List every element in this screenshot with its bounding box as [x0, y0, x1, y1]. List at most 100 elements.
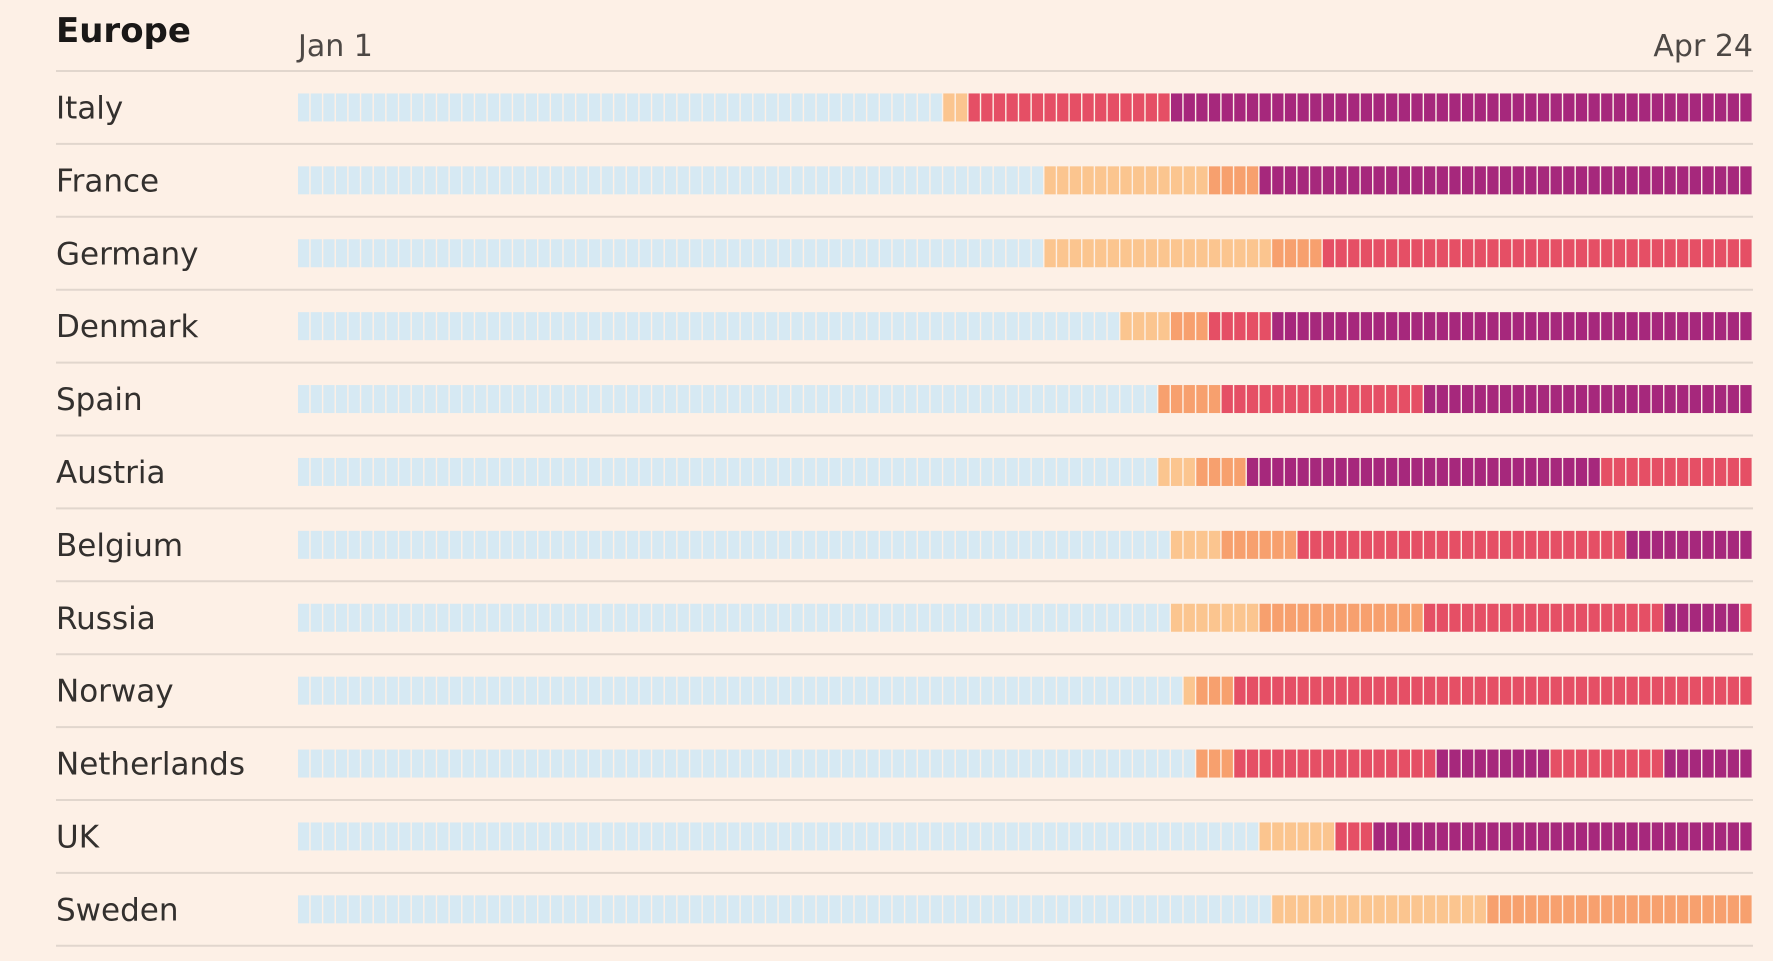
day-cell: [538, 312, 550, 341]
day-cell: [1360, 895, 1373, 924]
day-cell: [778, 603, 791, 632]
day-cell: [576, 603, 588, 632]
day-cell: [1601, 895, 1613, 924]
day-cell: [1031, 93, 1044, 122]
day-cell: [1107, 93, 1119, 122]
day-cell: [1512, 312, 1524, 341]
day-cell: [614, 822, 626, 851]
day-cell: [943, 603, 955, 632]
day-cell: [601, 239, 613, 268]
day-cell: [1373, 312, 1385, 341]
day-cell: [1107, 239, 1119, 268]
day-cell: [1449, 530, 1461, 559]
day-cell: [930, 457, 942, 486]
day-cell: [386, 166, 398, 195]
day-cell: [1335, 822, 1347, 851]
day-cell: [323, 93, 335, 122]
day-cell: [1145, 749, 1157, 778]
day-cell: [1677, 676, 1689, 705]
x-start-label: Jan 1: [296, 29, 373, 64]
day-cell: [500, 603, 512, 632]
day-cell: [1259, 166, 1271, 195]
day-cell: [1626, 676, 1638, 705]
day-cell: [930, 603, 942, 632]
day-cell: [943, 166, 955, 195]
day-cell: [1120, 93, 1132, 122]
day-cell: [1120, 676, 1132, 705]
day-cell: [1639, 822, 1651, 851]
day-cell: [538, 676, 550, 705]
day-cell: [753, 822, 765, 851]
day-cell: [664, 603, 677, 632]
day-cell: [677, 385, 689, 414]
day-cell: [1626, 457, 1638, 486]
day-cell: [487, 603, 500, 632]
day-cell: [399, 603, 411, 632]
day-cell: [424, 822, 436, 851]
day-cell: [626, 676, 639, 705]
day-cell: [930, 166, 942, 195]
day-cell: [1398, 603, 1410, 632]
day-cell: [1436, 385, 1448, 414]
day-cell: [842, 239, 854, 268]
day-cell: [335, 385, 348, 414]
day-cell: [475, 385, 487, 414]
day-cell: [1310, 749, 1322, 778]
day-cell: [1310, 385, 1322, 414]
day-cell: [310, 895, 322, 924]
day-cell: [702, 385, 715, 414]
day-cell: [1297, 822, 1309, 851]
day-cell: [614, 530, 626, 559]
day-cell: [728, 822, 740, 851]
day-cell: [563, 457, 575, 486]
day-cell: [740, 676, 753, 705]
day-cell: [829, 385, 841, 414]
day-cell: [1297, 530, 1309, 559]
day-cell: [829, 93, 841, 122]
day-cell: [1537, 166, 1550, 195]
day-cell: [1601, 822, 1613, 851]
day-cell: [943, 385, 955, 414]
day-cell: [1006, 749, 1018, 778]
day-cell: [1563, 166, 1575, 195]
day-cell: [373, 676, 386, 705]
day-cell: [930, 93, 942, 122]
day-cell: [677, 749, 689, 778]
day-cell: [1019, 93, 1031, 122]
day-cell: [1044, 93, 1056, 122]
day-cell: [766, 603, 778, 632]
day-cell: [1284, 530, 1297, 559]
day-cell: [1537, 822, 1550, 851]
day-cell: [753, 749, 765, 778]
day-cell: [424, 895, 436, 924]
day-cell: [1487, 895, 1499, 924]
day-cell: [1006, 166, 1018, 195]
day-cell: [373, 822, 386, 851]
day-cell: [487, 166, 500, 195]
day-cell: [892, 166, 904, 195]
day-cell: [968, 676, 980, 705]
day-cell: [917, 312, 930, 341]
day-cell: [816, 457, 828, 486]
day-cell: [1651, 457, 1664, 486]
day-cell: [1183, 457, 1195, 486]
day-cell: [1424, 895, 1436, 924]
day-cell: [1297, 239, 1309, 268]
day-cell: [1474, 166, 1486, 195]
day-cell: [1474, 312, 1486, 341]
day-cell: [1158, 749, 1170, 778]
day-cell: [1360, 93, 1373, 122]
day-cell: [1120, 385, 1132, 414]
day-cell: [462, 822, 474, 851]
day-cell: [930, 385, 942, 414]
day-cell: [373, 749, 386, 778]
day-cell: [1145, 895, 1157, 924]
day-cell: [702, 676, 715, 705]
day-cell: [500, 312, 512, 341]
day-cell: [411, 603, 424, 632]
day-cell: [1221, 895, 1233, 924]
day-cell: [652, 749, 664, 778]
day-cell: [639, 385, 651, 414]
day-cell: [1348, 457, 1360, 486]
day-cell: [791, 676, 803, 705]
